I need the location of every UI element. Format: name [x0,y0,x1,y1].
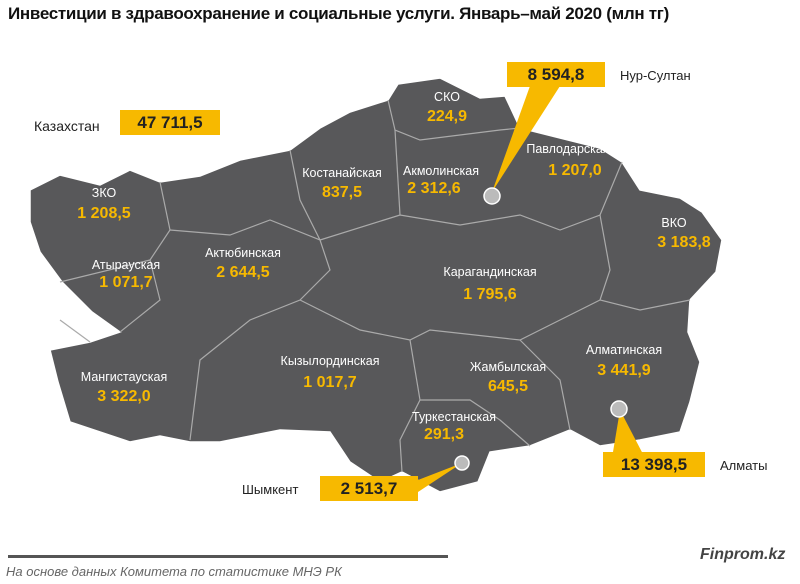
region-value: 1 071,7 [99,274,153,291]
nur-sultan-pointer [492,86,560,192]
region-value: 224,9 [426,108,468,125]
region-label: Туркестанская [412,410,496,424]
brand-logo: Finprom.kz [700,546,786,563]
nur-sultan-label: Нур-Султан [620,68,691,83]
region-value: 1 208,5 [77,205,131,222]
region-label: Акмолинская [403,164,479,178]
footer-divider [8,555,448,558]
almaty-pointer [612,410,645,458]
region-label: СКО [434,90,460,104]
region-label: Павлодарская [526,142,610,156]
region-value: 3 441,9 [597,362,651,379]
nur-sultan-marker [483,187,501,205]
region-label: Костанайская [302,166,382,180]
shymkent-marker [454,455,470,471]
region-value: 1 207,0 [548,162,602,179]
region-label: Атырауская [91,258,161,272]
almaty-value: 13 398,5 [603,452,705,477]
shymkent-label: Шымкент [242,482,299,497]
region-value: 1 017,7 [303,374,357,391]
region-label: ЗКО [91,186,117,200]
nur-sultan-value: 8 594,8 [507,62,605,87]
almaty-label: Алматы [720,458,768,473]
almaty-marker [610,400,628,418]
total-value: 47 711,5 [120,110,220,135]
source-note: На основе данных Комитета по статистике … [6,564,342,579]
region-value: 3 322,0 [97,388,151,405]
region-label: Кызылординская [280,354,380,368]
region-label: Актюбинская [205,246,281,260]
region-value: 291,3 [423,426,465,443]
region-label: Мангистауская [80,370,168,384]
region-label: Карагандинская [443,265,537,279]
region-value: 1 795,6 [463,286,517,303]
region-borders [59,99,691,473]
total-label: Казахстан [34,118,100,134]
page-title: Инвестиции в здравоохранение и социальны… [8,4,669,23]
shymkent-pointer [418,463,462,492]
region-value: 645,5 [487,378,529,395]
region-value: 2 644,5 [216,264,270,281]
region-label: Алматинская [585,343,663,357]
country-shape [29,77,723,493]
region-value: 837,5 [321,184,363,201]
region-label: ВКО [661,216,687,230]
region-value: 2 312,6 [407,180,461,197]
shymkent-value: 2 513,7 [320,476,418,501]
region-value: 3 183,8 [657,234,711,251]
region-label: Жамбылская [469,360,547,374]
